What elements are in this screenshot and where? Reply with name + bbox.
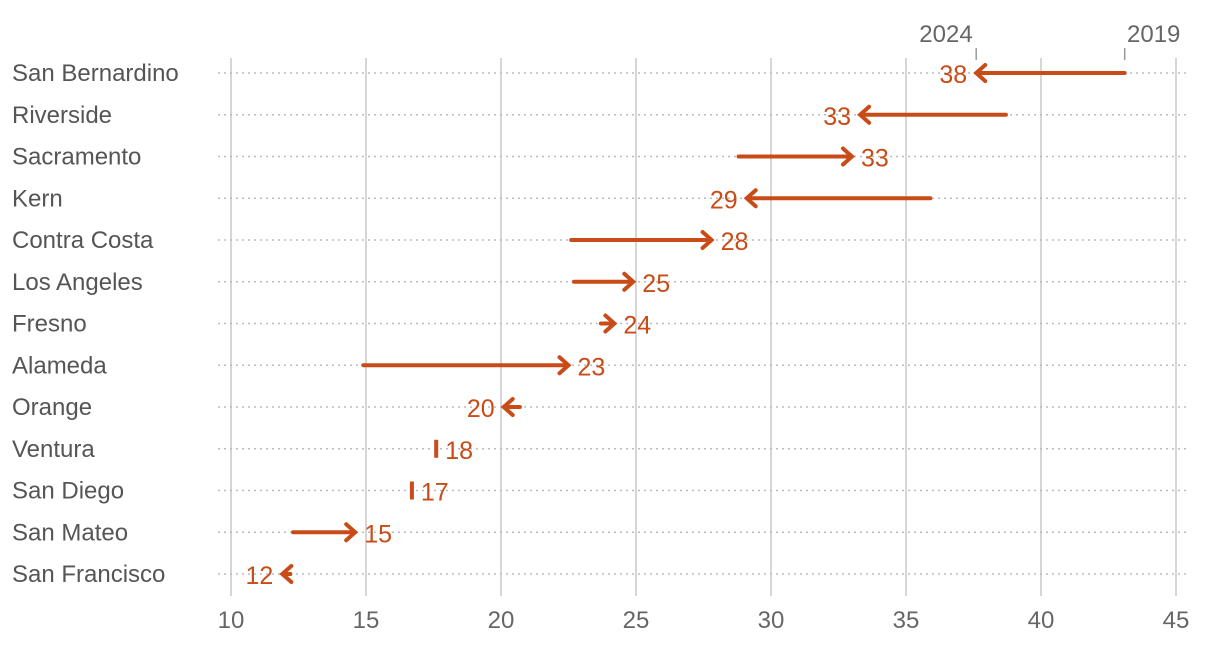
value-label: 12	[245, 562, 273, 590]
row: San Francisco 12	[12, 561, 294, 590]
row: Sacramento 33	[12, 144, 889, 173]
row: Los Angeles 25	[12, 269, 670, 298]
value-label: 23	[578, 353, 606, 381]
arrow-right-icon	[344, 522, 359, 543]
row: San Diego 17	[12, 478, 449, 507]
category-label: Riverside	[12, 102, 112, 129]
category-label: San Francisco	[12, 561, 165, 588]
arrow-left-icon	[743, 188, 758, 209]
row: Ventura 18	[12, 436, 473, 465]
arrow-right-icon	[557, 355, 572, 376]
arrow-right-icon	[700, 230, 715, 250]
x-tick-label: 20	[488, 607, 515, 634]
row: San Mateo 15	[12, 519, 392, 548]
legend-2019-label: 2019	[1127, 21, 1180, 48]
x-tick-label: 15	[353, 607, 380, 634]
category-label: Alameda	[12, 352, 107, 379]
category-label: Sacramento	[12, 144, 141, 171]
legend: 2024 2019	[919, 21, 1180, 60]
value-label: 20	[467, 395, 495, 423]
arrow-right-icon	[603, 313, 618, 334]
rows: San Bernardino 38 Riverside 33 Sacramento 33 K…	[12, 60, 1127, 590]
x-tick-label: 30	[758, 607, 785, 634]
x-axis: 10 15 20 25 30 35 40 45	[218, 607, 1190, 634]
x-tick-label: 10	[218, 607, 245, 634]
x-tick-label: 45	[1163, 607, 1190, 634]
arrow-left-icon	[279, 564, 294, 584]
value-label: 18	[445, 437, 473, 465]
category-label: Los Angeles	[12, 269, 143, 296]
row: Contra Costa 28	[12, 227, 748, 256]
value-label: 33	[823, 103, 851, 131]
x-tick-label: 40	[1028, 607, 1055, 634]
category-label: San Bernardino	[12, 60, 179, 87]
arrow-left-icon	[857, 104, 872, 125]
value-label: 17	[421, 479, 449, 507]
row: Kern 29	[12, 185, 933, 214]
row: Orange 20	[12, 394, 522, 423]
category-label: Contra Costa	[12, 227, 154, 254]
gridlines	[218, 58, 1190, 596]
arrow-right-icon	[622, 271, 637, 292]
category-label: Ventura	[12, 436, 95, 463]
category-label: Kern	[12, 185, 63, 212]
legend-2024-label: 2024	[919, 21, 972, 48]
row: San Bernardino 38	[12, 60, 1127, 89]
x-tick-label: 35	[893, 607, 920, 634]
arrow-left-icon	[500, 397, 515, 417]
value-label: 28	[721, 228, 749, 256]
x-tick-label: 25	[623, 607, 650, 634]
arrow-right-icon	[841, 146, 856, 167]
category-label: Orange	[12, 394, 92, 421]
value-label: 29	[710, 186, 738, 214]
category-label: Fresno	[12, 311, 87, 338]
value-label: 33	[861, 145, 889, 173]
value-label: 25	[642, 270, 670, 298]
row: Alameda 23	[12, 352, 605, 381]
arrow-left-icon	[973, 63, 988, 83]
row: Fresno 24	[12, 311, 651, 340]
category-label: San Diego	[12, 478, 124, 505]
value-label: 38	[939, 61, 967, 89]
value-label: 15	[364, 520, 392, 548]
row: Riverside 33	[12, 102, 1008, 131]
value-label: 24	[623, 312, 651, 340]
category-label: San Mateo	[12, 519, 128, 546]
